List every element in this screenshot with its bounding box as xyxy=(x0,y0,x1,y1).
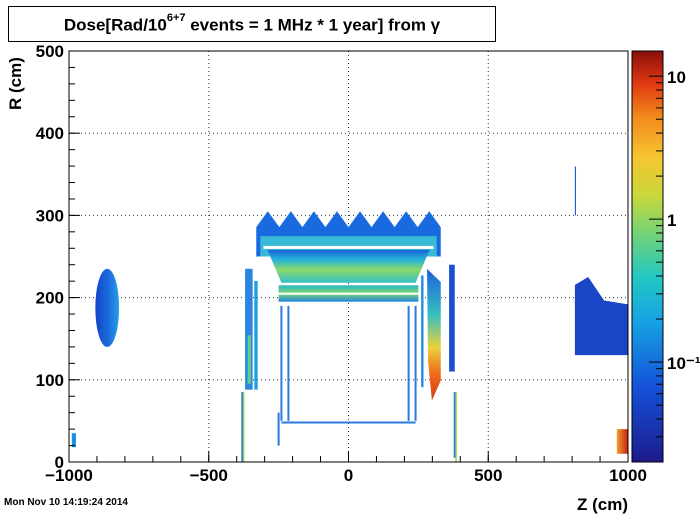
title-box: Dose[Rad/106+7 events = 1 MHz * 1 year] … xyxy=(8,6,496,42)
right-endcap-blob xyxy=(574,277,628,356)
barrel-lower-gap xyxy=(278,292,419,295)
y-tick-label: 300 xyxy=(36,206,64,225)
barrel-upper-layer xyxy=(267,249,430,283)
right-beamline-hotspot xyxy=(616,429,628,454)
timestamp: Mon Nov 10 14:19:24 2014 xyxy=(4,497,128,508)
x-axis-title: Z (cm) xyxy=(577,495,628,514)
left-endcap-blob xyxy=(95,268,120,347)
colorbar-tick-label: 10⁻¹ xyxy=(667,354,700,373)
right-inner-pillar xyxy=(421,275,424,388)
y-tick-label: 0 xyxy=(55,453,64,472)
colorbar xyxy=(631,50,664,463)
x-tick-label: 0 xyxy=(344,466,353,485)
x-axis: −1000 −500 0 500 1000 xyxy=(45,451,647,485)
x-tick-label: 500 xyxy=(474,466,502,485)
y-tick-label: 400 xyxy=(36,124,64,143)
x-tick-label: −1000 xyxy=(45,466,93,485)
colorbar-axis: 10⁻¹ 1 10 xyxy=(649,68,700,463)
y-tick-label: 100 xyxy=(36,371,64,390)
chart-title: Dose[Rad/106+7 events = 1 MHz * 1 year] … xyxy=(63,12,441,35)
y-tick-label: 500 xyxy=(36,42,64,61)
left-inner-wall-hot xyxy=(247,335,251,384)
left-inner-pillar xyxy=(254,280,258,390)
y-tick-label: 200 xyxy=(36,289,64,308)
y-axis: 0 100 200 300 400 500 xyxy=(36,42,80,472)
x-tick-label: −500 xyxy=(190,466,228,485)
x-tick-label: 1000 xyxy=(609,466,647,485)
right-upper-spike xyxy=(574,166,577,216)
right-inner-wall xyxy=(427,268,441,401)
left-beamline-spot xyxy=(71,433,76,448)
colorbar-tick-label: 1 xyxy=(667,211,676,230)
right-outer-strip xyxy=(449,264,455,372)
grid xyxy=(69,51,628,462)
dose-regions xyxy=(71,166,628,462)
colorbar-tick-label: 10 xyxy=(667,68,686,87)
barrel-gap-top xyxy=(263,245,434,249)
left-inner-wall xyxy=(245,268,253,390)
y-axis-title: R (cm) xyxy=(6,57,25,110)
